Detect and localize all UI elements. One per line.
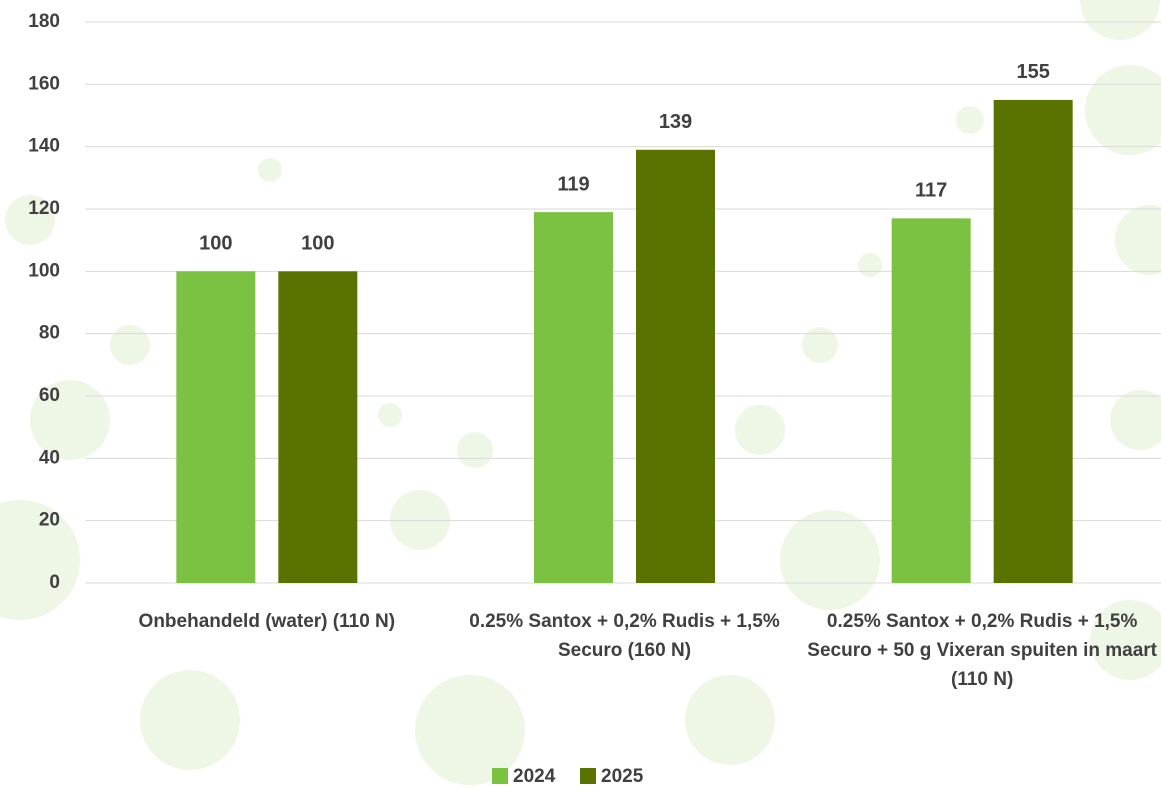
y-tick-label: 160 xyxy=(28,73,60,94)
legend-label: 2024 xyxy=(513,766,556,787)
data-label: 100 xyxy=(199,233,232,255)
data-label: 100 xyxy=(301,233,334,255)
data-label: 117 xyxy=(915,180,947,202)
y-tick-label: 100 xyxy=(28,260,60,281)
data-label: 119 xyxy=(557,173,589,195)
bar xyxy=(636,149,715,584)
data-label: 139 xyxy=(659,111,692,133)
y-tick-label: 140 xyxy=(28,136,60,157)
legend-swatch xyxy=(580,768,596,784)
legend-swatch xyxy=(492,768,508,784)
bar xyxy=(176,271,256,583)
y-tick-label: 40 xyxy=(39,447,60,468)
x-tick-label: Onbehandeld (water) (110 N) xyxy=(138,611,396,632)
y-tick-label: 60 xyxy=(39,385,60,406)
x-tick-label: 0.25% Santox + 0,2% Rudis + 1,5% Securo … xyxy=(469,611,780,661)
y-tick-label: 80 xyxy=(39,323,60,344)
bar xyxy=(993,99,1073,584)
y-tick-label: 0 xyxy=(49,572,60,593)
y-tick-label: 20 xyxy=(39,510,60,531)
y-tick-label: 180 xyxy=(28,11,60,32)
legend-label: 2025 xyxy=(601,766,644,787)
bar xyxy=(278,271,358,583)
x-tick-label: 0.25% Santox + 0,2% Rudis + 1,5% Securo … xyxy=(807,611,1157,690)
y-tick-label: 120 xyxy=(28,198,60,219)
bar xyxy=(534,212,613,583)
bar xyxy=(891,218,971,583)
data-label: 155 xyxy=(1016,61,1049,83)
